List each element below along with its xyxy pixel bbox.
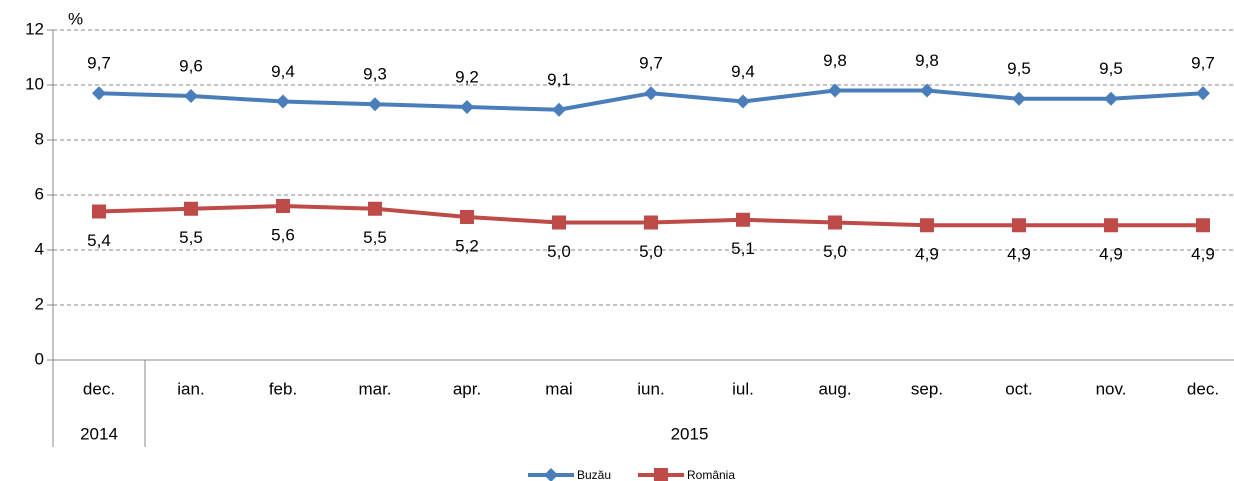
point-marker	[920, 83, 934, 98]
point-marker	[368, 201, 382, 216]
data-label: 4,9	[1007, 245, 1031, 264]
leg legend-label: România	[687, 468, 735, 481]
point-marker	[460, 210, 474, 224]
x-tick-label: nov.	[1096, 379, 1127, 398]
x-tick-label: dec.	[1187, 379, 1219, 398]
point-marker	[736, 94, 750, 109]
point-marker	[92, 86, 106, 101]
data-label: 9,4	[271, 62, 295, 81]
x-tick-label: feb.	[269, 379, 297, 398]
data-label: 9,7	[639, 54, 663, 73]
y-tick-label: 0	[35, 349, 44, 368]
data-label: 5,0	[639, 242, 663, 261]
data-label: 5,4	[87, 231, 111, 250]
point-marker	[368, 97, 382, 112]
y-tick-label: 10	[25, 74, 44, 93]
data-label: 5,5	[179, 228, 203, 247]
point-marker	[1196, 218, 1210, 233]
point-marker	[552, 215, 566, 230]
data-label: 9,8	[915, 51, 939, 70]
data-label: 9,7	[1191, 54, 1215, 73]
x-tick-label: sep.	[911, 379, 943, 398]
data-label: 9,3	[363, 65, 387, 84]
data-label: 9,7	[87, 54, 111, 73]
point-marker	[1104, 218, 1118, 233]
point-marker	[644, 215, 658, 230]
data-label: 5,2	[455, 236, 479, 255]
data-label: 4,9	[915, 245, 939, 264]
x-tick-label: dec.	[83, 379, 115, 398]
data-label: 5,1	[731, 239, 755, 258]
data-label: 5,5	[363, 228, 387, 247]
data-label: 4,9	[1191, 245, 1215, 264]
x-tick-label: aug.	[818, 379, 851, 398]
x-tick-label: ian.	[177, 379, 204, 398]
x-tick-label: mai	[545, 379, 572, 398]
point-marker	[460, 100, 474, 114]
data-label: 9,6	[179, 56, 203, 75]
data-label: 5,0	[547, 242, 571, 261]
data-label: 5,0	[823, 242, 847, 261]
x-group-label: 2014	[80, 424, 118, 443]
y-tick-label: 2	[35, 294, 44, 313]
data-label: 9,2	[455, 67, 479, 86]
data-label: 9,5	[1007, 59, 1031, 78]
data-label: 5,6	[271, 225, 295, 244]
point-marker	[276, 199, 290, 213]
point-marker	[1012, 91, 1026, 106]
point-marker	[736, 212, 750, 227]
x-tick-label: iun.	[637, 379, 664, 398]
data-label: 4,9	[1099, 245, 1123, 264]
x-tick-label: mar.	[358, 379, 391, 398]
point-marker	[184, 201, 198, 216]
point-marker	[184, 89, 198, 103]
point-marker	[276, 94, 290, 109]
x-tick-label: apr.	[453, 379, 481, 398]
y-tick-label: 8	[35, 129, 44, 148]
point-marker	[1196, 86, 1210, 101]
point-marker	[644, 86, 658, 101]
y-tick-label: 4	[35, 239, 44, 258]
legend-marker	[654, 468, 668, 481]
point-marker	[92, 204, 106, 219]
y-tick-label: 12	[25, 19, 44, 38]
data-label: 9,1	[547, 70, 571, 89]
data-label: 9,5	[1099, 59, 1123, 78]
legend-marker	[544, 468, 558, 481]
point-marker	[828, 83, 842, 98]
data-label: 9,8	[823, 51, 847, 70]
x-group-label: 2015	[671, 424, 709, 443]
point-marker	[552, 102, 566, 117]
point-marker	[1012, 218, 1026, 233]
point-marker	[920, 218, 934, 233]
leg legend-label: Buzău	[577, 468, 611, 481]
point-marker	[828, 215, 842, 230]
x-tick-label: oct.	[1005, 379, 1032, 398]
y-tick-label: 6	[35, 184, 44, 203]
data-label: 9,4	[731, 62, 755, 81]
point-marker	[1104, 91, 1118, 106]
x-tick-label: iul.	[732, 379, 754, 398]
y-axis-label: %	[68, 9, 83, 28]
